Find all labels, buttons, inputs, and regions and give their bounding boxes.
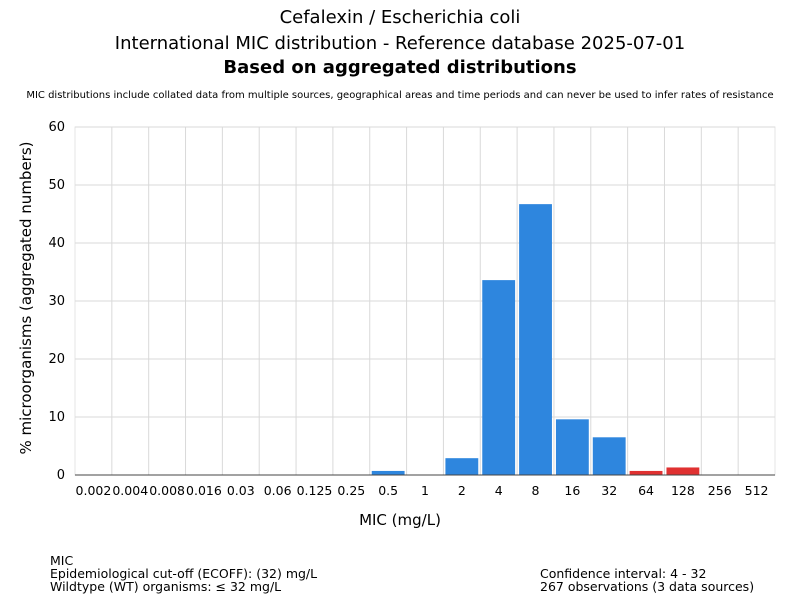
x-tick-label: 0.004 [112,483,148,498]
y-axis-label: % microorganisms (aggregated numbers) [17,141,35,454]
bar-0.5 [371,470,405,475]
bar-8 [519,204,552,475]
x-tick-label: 0.125 [297,483,333,498]
footer-confidence-interval: Confidence interval: 4 - 32 [540,566,707,581]
bar-32 [592,437,626,475]
x-tick-label: 0.03 [227,483,255,498]
bar-16 [555,419,589,475]
bar-2 [445,458,479,475]
footer-wildtype: Wildtype (WT) organisms: ≤ 32 mg/L [50,579,282,594]
x-tick-label: 0.002 [76,483,112,498]
x-tick-label: 512 [745,483,769,498]
x-tick-label: 16 [564,483,580,498]
x-tick-label: 0.016 [186,483,222,498]
grid-lines [74,126,776,476]
footer-observations: 267 observations (3 data sources) [540,579,755,594]
x-tick-label: 32 [601,483,617,498]
y-tick-label: 50 [48,178,65,193]
x-tick-label: 2 [458,483,466,498]
bar-64 [629,470,663,475]
footer-ecoff: Epidemiological cut-off (ECOFF): (32) mg… [50,566,318,581]
x-tick-label: 128 [671,483,695,498]
x-tick-label: 8 [532,483,540,498]
x-tick-label: 256 [708,483,732,498]
footer-mic-label: MIC [50,553,74,568]
x-tick-label: 1 [421,483,429,498]
chart-title-line3: Based on aggregated distributions [223,57,577,78]
y-tick-label: 30 [48,294,65,309]
chart-title-line2: International MIC distribution - Referen… [114,33,686,54]
y-tick-label: 60 [48,120,65,135]
chart-title: Cefalexin / Escherichia coli [279,7,521,28]
x-tick-label: 0.008 [149,483,185,498]
x-tick-label: 0.25 [337,483,365,498]
y-tick-label: 20 [48,352,65,367]
x-tick-label: 0.06 [264,483,292,498]
x-tick-label: 4 [495,483,503,498]
bars [371,204,700,475]
y-tick-label: 0 [57,468,65,483]
x-axis-label: MIC (mg/L) [359,511,441,529]
bar-4 [482,280,516,475]
y-tick-label: 10 [48,410,65,425]
chart-subtitle: MIC distributions include collated data … [26,90,774,101]
bar-128 [666,467,700,475]
observation-info: Confidence interval: 4 - 32 267 observat… [540,567,754,593]
y-tick-label: 40 [48,236,65,251]
x-tick-label: 64 [638,483,654,498]
x-tick-label: 0.5 [378,483,398,498]
y-tick-labels: 0 10 20 30 40 50 60 [48,120,65,483]
x-tick-labels: 0.002 0.004 0.008 0.016 0.03 0.06 0.125 0.25 0.5… [76,483,769,498]
ecoff-info: MIC Epidemiological cut-off (ECOFF): (32… [50,554,317,593]
